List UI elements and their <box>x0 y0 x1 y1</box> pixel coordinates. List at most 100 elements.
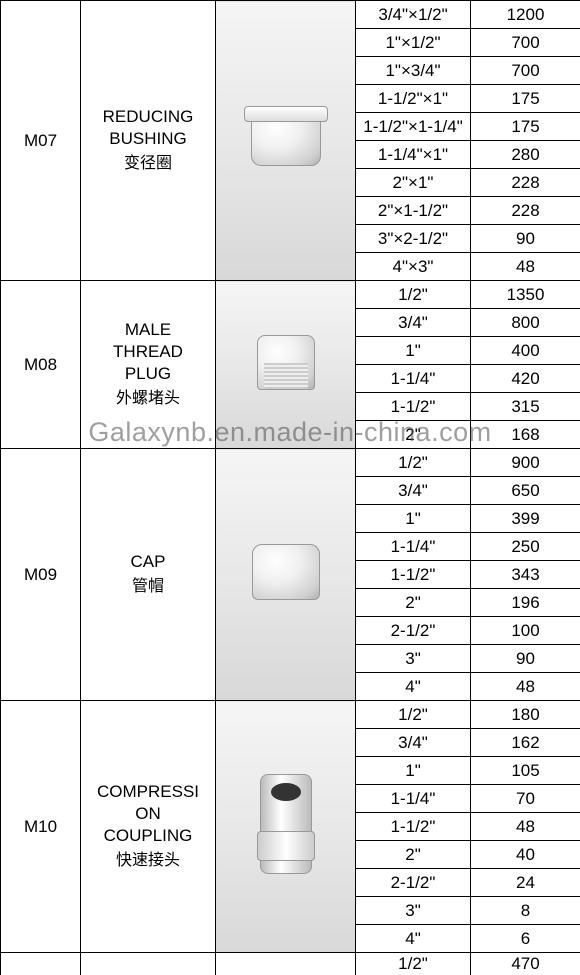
size-cell: 3/4"×1/2" <box>356 1 471 29</box>
qty-cell: 6 <box>471 925 580 953</box>
product-code: M07 <box>1 1 81 281</box>
size-cell: 1/2" <box>356 281 471 309</box>
qty-cell: 175 <box>471 85 580 113</box>
qty-cell: 48 <box>471 253 580 281</box>
spec-row: M09CAP管帽1/2"900 <box>1 449 580 477</box>
partial-value: 470 <box>471 953 580 975</box>
qty-cell: 48 <box>471 813 580 841</box>
product-code: M08 <box>1 281 81 449</box>
qty-cell: 24 <box>471 869 580 897</box>
qty-cell: 8 <box>471 897 580 925</box>
partial-cell <box>1 953 81 975</box>
size-cell: 1-1/2" <box>356 393 471 421</box>
partial-cell <box>216 953 356 975</box>
size-cell: 1"×1/2" <box>356 29 471 57</box>
qty-cell: 315 <box>471 393 580 421</box>
qty-cell: 420 <box>471 365 580 393</box>
qty-cell: 400 <box>471 337 580 365</box>
size-cell: 2-1/2" <box>356 869 471 897</box>
qty-cell: 180 <box>471 701 580 729</box>
qty-cell: 280 <box>471 141 580 169</box>
size-cell: 1" <box>356 505 471 533</box>
size-cell: 1-1/2"×1-1/4" <box>356 113 471 141</box>
partial-row: 1/2"470 <box>1 953 580 975</box>
product-name: COMPRESSIONCOUPLING 快速接头 <box>81 701 216 953</box>
product-code: M09 <box>1 449 81 701</box>
product-image <box>216 701 356 953</box>
size-cell: 1-1/4"×1" <box>356 141 471 169</box>
qty-cell: 48 <box>471 673 580 701</box>
qty-cell: 175 <box>471 113 580 141</box>
qty-cell: 228 <box>471 197 580 225</box>
size-cell: 1-1/4" <box>356 365 471 393</box>
size-cell: 2" <box>356 841 471 869</box>
spec-row: M10COMPRESSIONCOUPLING快速接头1/2"180 <box>1 701 580 729</box>
qty-cell: 40 <box>471 841 580 869</box>
product-name-cn: 快速接头 <box>83 851 213 872</box>
size-cell: 2" <box>356 589 471 617</box>
product-name: REDUCINGBUSHING 变径圈 <box>81 1 216 281</box>
size-cell: 1-1/2" <box>356 561 471 589</box>
size-cell: 4" <box>356 925 471 953</box>
product-name-en: COMPRESSIONCOUPLING <box>97 782 199 845</box>
size-cell: 4" <box>356 673 471 701</box>
size-cell: 3/4" <box>356 477 471 505</box>
plug-icon <box>257 335 315 390</box>
qty-cell: 250 <box>471 533 580 561</box>
qty-cell: 70 <box>471 785 580 813</box>
product-name: CAP 管帽 <box>81 449 216 701</box>
qty-cell: 399 <box>471 505 580 533</box>
qty-cell: 700 <box>471 57 580 85</box>
compression-icon <box>260 774 312 874</box>
size-cell: 3" <box>356 645 471 673</box>
qty-cell: 650 <box>471 477 580 505</box>
spec-row: M08MALETHREADPLUG外螺堵头1/2"1350 <box>1 281 580 309</box>
qty-cell: 900 <box>471 449 580 477</box>
size-cell: 1/2" <box>356 449 471 477</box>
qty-cell: 90 <box>471 645 580 673</box>
qty-cell: 1200 <box>471 1 580 29</box>
size-cell: 3"×2-1/2" <box>356 225 471 253</box>
qty-cell: 90 <box>471 225 580 253</box>
size-cell: 1-1/2"×1" <box>356 85 471 113</box>
spec-row: M07REDUCINGBUSHING变径圈3/4"×1/2"1200 <box>1 1 580 29</box>
qty-cell: 162 <box>471 729 580 757</box>
qty-cell: 800 <box>471 309 580 337</box>
partial-value: 1/2" <box>356 953 471 975</box>
product-name-cn: 管帽 <box>83 577 213 598</box>
size-cell: 1" <box>356 337 471 365</box>
size-cell: 3/4" <box>356 309 471 337</box>
qty-cell: 100 <box>471 617 580 645</box>
size-cell: 2"×1-1/2" <box>356 197 471 225</box>
product-name: MALETHREADPLUG外螺堵头 <box>81 281 216 449</box>
size-cell: 4"×3" <box>356 253 471 281</box>
size-cell: 3/4" <box>356 729 471 757</box>
product-name-en: CAP <box>131 552 166 571</box>
qty-cell: 700 <box>471 29 580 57</box>
product-image <box>216 1 356 281</box>
cap-icon <box>252 544 320 600</box>
size-cell: 2"×1" <box>356 169 471 197</box>
size-cell: 1-1/2" <box>356 813 471 841</box>
product-name-en: MALETHREADPLUG <box>113 320 183 383</box>
qty-cell: 105 <box>471 757 580 785</box>
qty-cell: 228 <box>471 169 580 197</box>
qty-cell: 196 <box>471 589 580 617</box>
size-cell: 1-1/4" <box>356 785 471 813</box>
product-name-en: REDUCINGBUSHING <box>103 107 194 148</box>
size-cell: 3" <box>356 897 471 925</box>
size-cell: 1-1/4" <box>356 533 471 561</box>
size-cell: 2-1/2" <box>356 617 471 645</box>
qty-cell: 1350 <box>471 281 580 309</box>
size-cell: 1"×3/4" <box>356 57 471 85</box>
size-cell: 2" <box>356 421 471 449</box>
qty-cell: 168 <box>471 421 580 449</box>
fittings-spec-table: M07REDUCINGBUSHING变径圈3/4"×1/2"12001"×1/2… <box>0 0 580 975</box>
size-cell: 1/2" <box>356 701 471 729</box>
partial-cell <box>81 953 216 975</box>
product-image <box>216 449 356 701</box>
product-code: M10 <box>1 701 81 953</box>
product-name-cn: 变径圈 <box>83 154 213 175</box>
product-image <box>216 281 356 449</box>
bushing-icon <box>251 111 321 166</box>
